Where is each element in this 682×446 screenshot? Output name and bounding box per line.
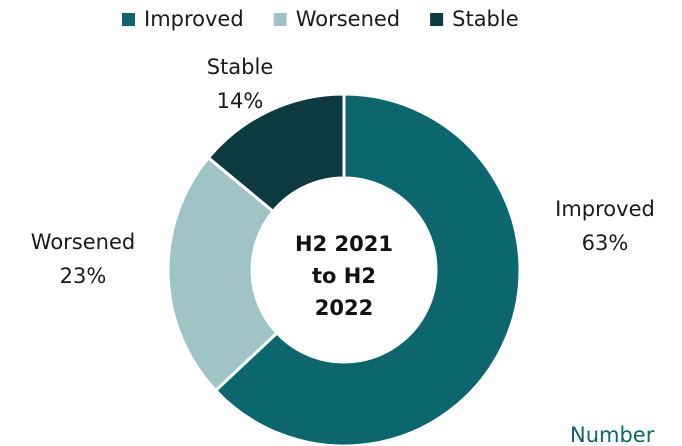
value-label: 14% bbox=[217, 89, 264, 113]
legend-swatch bbox=[273, 13, 287, 26]
slice-label: Worsened bbox=[31, 230, 135, 254]
slice-label: Stable bbox=[207, 55, 274, 79]
center-label: H2 2021 to H2 2022 bbox=[295, 232, 393, 320]
value-label: 63% bbox=[582, 231, 629, 255]
donut-slice bbox=[166, 155, 280, 393]
legend-swatch bbox=[122, 13, 135, 26]
legend-label: Worsened bbox=[296, 7, 400, 31]
donut-slice bbox=[206, 92, 346, 214]
slice-label: Improved bbox=[555, 197, 655, 221]
annotation: Number bbox=[570, 423, 655, 446]
value-label: 23% bbox=[60, 264, 107, 288]
donut-slice bbox=[213, 92, 522, 446]
legend-swatch bbox=[430, 13, 444, 26]
legend-label: Improved bbox=[144, 7, 244, 31]
legend-label: Stable bbox=[452, 7, 519, 31]
